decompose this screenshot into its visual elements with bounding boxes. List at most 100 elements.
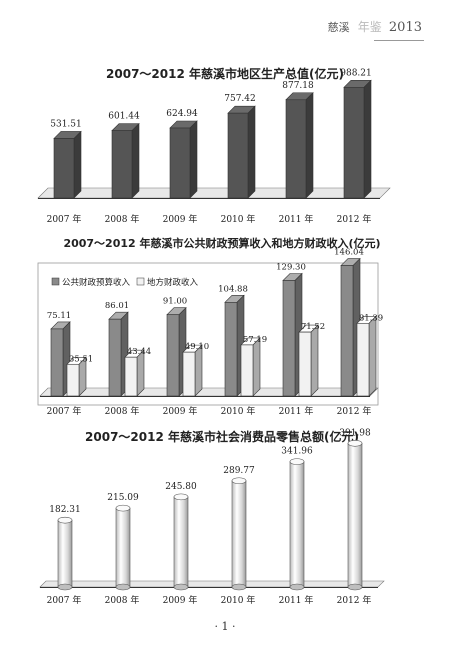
chart2-value-label-public-4: 104.88 <box>218 284 248 294</box>
chart2-value-label-public-5: 129.30 <box>276 262 306 272</box>
chart3-bar-1-base <box>57 583 73 591</box>
chart3-bar-1 <box>57 519 73 588</box>
chart3-category-label-2: 2008 年 <box>105 594 140 606</box>
chart1-value-label-1: 531.51 <box>50 119 82 129</box>
chart1-bar-5 <box>285 99 307 199</box>
chart3-bar-3-base <box>173 583 189 591</box>
chart2-legend-swatch-2 <box>136 277 145 286</box>
chart2-category-label-3: 2009 年 <box>163 405 198 417</box>
chart2-bar-public-6 <box>340 265 354 397</box>
chart3-bar-2 <box>115 507 131 588</box>
chart1-value-label-3: 624.94 <box>166 109 198 119</box>
chart2-value-label-local-2: 43.44 <box>127 347 151 357</box>
chart2-category-label-5: 2011 年 <box>279 405 314 417</box>
chart1-bar-2 <box>111 130 133 199</box>
chart2-bar-local-4 <box>240 344 254 397</box>
chart2-legend-label-1: 公共财政预算收入 <box>62 277 131 288</box>
chart1-value-label-5: 877.18 <box>282 81 314 91</box>
chart3-bar-6 <box>347 442 363 588</box>
chart2-bar-local-6 <box>356 322 370 397</box>
chart3-bar-6-base <box>347 583 363 591</box>
header-rule <box>374 40 424 41</box>
chart2-value-label-public-1: 75.11 <box>47 311 71 321</box>
chart3-bar-3 <box>173 496 189 588</box>
chart2-value-label-public-2: 86.01 <box>105 301 129 311</box>
chart2-bar-local-1 <box>66 363 80 397</box>
chart1-bar-5-side <box>305 92 314 199</box>
chart2-value-label-local-5: 71.52 <box>301 322 325 332</box>
chart2-value-label-local-3: 49.10 <box>185 342 209 352</box>
chart3-bar-3-cap <box>173 493 189 501</box>
chart1-category-label-6: 2012 年 <box>337 213 372 225</box>
chart2-value-label-public-6: 146.04 <box>334 248 364 258</box>
chart2-bar-public-3 <box>166 314 180 397</box>
chart3-bar-5 <box>289 461 305 588</box>
chart3-value-label-6: 391.98 <box>339 428 371 438</box>
chart2-value-label-local-1: 35.51 <box>69 354 93 364</box>
chart2-bar-local-3 <box>182 351 196 397</box>
chart3-bar-4-cap <box>231 477 247 485</box>
chart1-bar-3-side <box>189 120 198 199</box>
chart1-bar-6 <box>343 87 365 199</box>
header-calligraphy-logo: 年鉴 <box>357 20 382 34</box>
chart3-bar-2-base <box>115 583 131 591</box>
chart2-frame <box>37 262 379 406</box>
chart3-bar-4 <box>231 480 247 588</box>
chart3-value-label-5: 341.96 <box>281 447 313 457</box>
chart2-title: 2007～2012 年慈溪市公共财政预算收入和地方财政收入(亿元) <box>63 236 380 250</box>
page-number: · 1 · <box>214 620 236 633</box>
chart1-bar-2-side <box>131 122 140 199</box>
chart2-value-label-public-3: 91.00 <box>163 297 187 307</box>
chart1-value-label-4: 757.42 <box>224 94 256 104</box>
chart2-bar-local-2 <box>124 356 138 397</box>
chart3-value-label-3: 245.80 <box>165 482 197 492</box>
chart1-category-label-2: 2008 年 <box>105 213 140 225</box>
chart1-bar-3 <box>169 127 191 199</box>
chart3-category-label-1: 2007 年 <box>47 594 82 606</box>
chart1-value-label-6: 988.21 <box>340 68 372 78</box>
chart1-category-label-1: 2007 年 <box>47 213 82 225</box>
chart1-category-label-5: 2011 年 <box>279 213 314 225</box>
chart1-bar-1-side <box>73 130 82 199</box>
chart3-bar-4-base <box>231 583 247 591</box>
chart3-bar-1-cap <box>57 516 73 524</box>
chart2-bar-public-4 <box>224 302 238 397</box>
chart2-bar-local-3-side <box>194 344 203 397</box>
chart2-bar-local-6-side <box>368 315 377 397</box>
chart3-category-label-5: 2011 年 <box>279 594 314 606</box>
chart1-bar-4-side <box>247 105 256 199</box>
chart2-bar-public-1 <box>50 328 64 397</box>
chart3-category-label-4: 2010 年 <box>221 594 256 606</box>
chart3-bar-6-cap <box>347 439 363 447</box>
chart3-category-label-3: 2009 年 <box>163 594 198 606</box>
chart3-bar-5-cap <box>289 458 305 465</box>
chart3-floor <box>39 580 385 588</box>
chart2-bar-local-5 <box>298 331 312 397</box>
chart2-legend-swatch-1 <box>51 277 60 286</box>
chart2-bar-public-2 <box>108 318 122 397</box>
chart2-value-label-local-4: 57.19 <box>243 335 267 345</box>
chart2-category-label-2: 2008 年 <box>105 405 140 417</box>
chart2-legend-label-2: 地方财政收入 <box>147 277 199 288</box>
chart3-value-label-4: 289.77 <box>223 466 255 476</box>
chart1-bar-4 <box>227 112 249 199</box>
chart3-title: 2007～2012 年慈溪市社会消费品零售总额(亿元) <box>85 429 359 444</box>
chart1-category-label-3: 2009 年 <box>163 213 198 225</box>
chart1-value-label-2: 601.44 <box>108 112 140 122</box>
header-year: 2013 <box>388 20 422 35</box>
chart1-title: 2007～2012 年慈溪市地区生产总值(亿元) <box>106 66 344 81</box>
chart1-category-label-4: 2010 年 <box>221 213 256 225</box>
chart2-bar-local-5-side <box>310 324 319 397</box>
chart1-floor <box>37 187 391 199</box>
chart2-floor <box>39 387 379 397</box>
chart3-bar-2-cap <box>115 504 131 512</box>
yearbook-header: 慈溪 年鉴 2013 <box>328 18 422 35</box>
chart2-bar-public-5 <box>282 280 296 397</box>
chart2-category-label-4: 2010 年 <box>221 405 256 417</box>
chart3-category-label-6: 2012 年 <box>337 594 372 606</box>
chart2-value-label-local-6: 81.39 <box>359 313 383 323</box>
chart3-value-label-2: 215.09 <box>107 493 139 503</box>
chart1-bar-1 <box>53 138 75 199</box>
chart2-bar-local-4-side <box>252 337 261 397</box>
